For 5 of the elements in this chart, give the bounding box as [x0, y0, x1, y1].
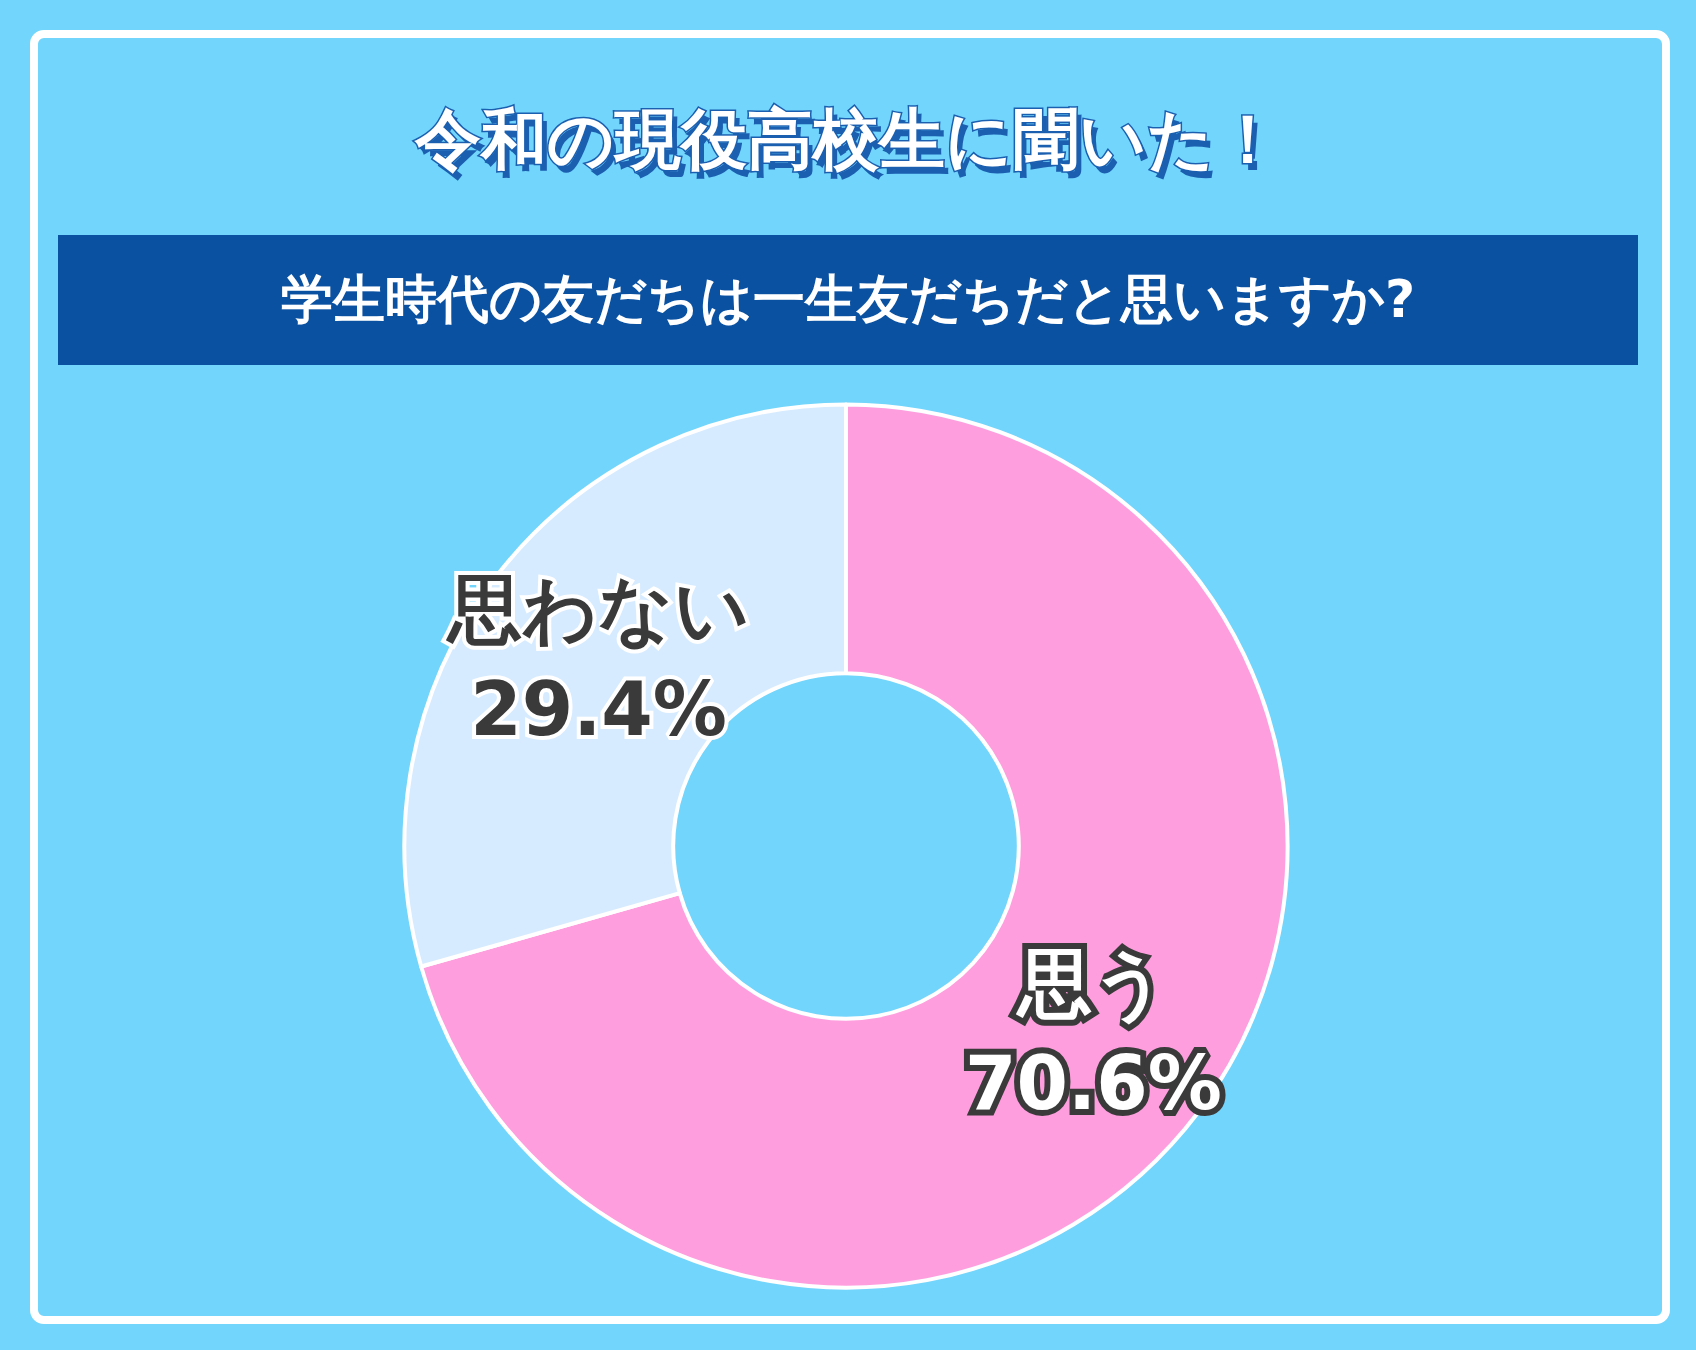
- chart-title: 令和の現役高校生に聞いた！: [413, 100, 1282, 180]
- data-label: 29.4%: [470, 665, 727, 752]
- slice-label: 思わない: [444, 565, 750, 652]
- chart-subtitle: 学生時代の友だちは一生友だちだと思いますか?: [280, 268, 1416, 331]
- data-label: 70.6%: [965, 1040, 1222, 1127]
